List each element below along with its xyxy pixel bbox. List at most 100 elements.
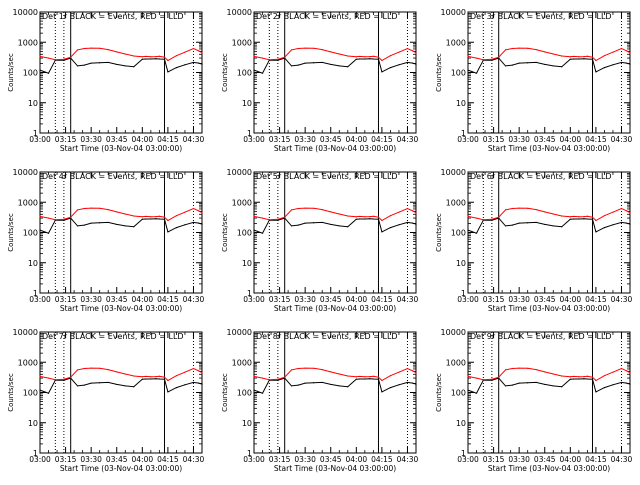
data-point-events — [359, 378, 361, 380]
data-point-events — [313, 62, 315, 64]
data-point-events — [145, 58, 147, 60]
y-tick-label: 1 — [33, 129, 38, 138]
detector-panel-3: 1 10 100 1000 10000 03:00 03:15 03:30 03:45 04:00… — [435, 8, 633, 153]
detector-panel-6: 1 10 100 1000 10000 03:00 03:15 03:30 03:45 04:00… — [435, 168, 633, 313]
data-point-lld — [491, 58, 493, 60]
y-tick-label: 100 — [23, 69, 38, 78]
data-point-lld — [277, 58, 279, 60]
data-point-events — [552, 225, 554, 227]
data-point-events — [124, 385, 126, 387]
y-tick-label: 1 — [247, 289, 252, 298]
data-point-events — [253, 69, 255, 71]
data-point-lld — [535, 369, 537, 371]
data-point-events — [355, 378, 357, 380]
data-point-lld — [603, 215, 606, 217]
data-point-lld — [54, 59, 56, 61]
data-point-events — [491, 59, 493, 61]
data-point-lld — [359, 55, 361, 58]
x-tick-label: 03:00 — [243, 295, 265, 304]
data-point-lld — [124, 213, 126, 215]
data-point-lld — [625, 50, 628, 52]
data-point-events — [304, 382, 306, 384]
data-point-lld — [197, 370, 200, 372]
data-point-lld — [192, 207, 195, 210]
panel-title: Det 5r BLACK = Events, RED = LLD — [256, 172, 398, 181]
data-point-lld — [415, 372, 417, 374]
data-point-events — [415, 63, 417, 65]
x-tick-label: 04:30 — [183, 135, 205, 144]
y-tick-label: 100 — [23, 389, 38, 398]
data-point-events — [595, 71, 597, 73]
data-point-events — [107, 381, 109, 384]
data-point-events — [99, 62, 101, 64]
data-point-events — [573, 378, 575, 380]
data-point-lld — [406, 207, 409, 210]
panel-title: Det 4r BLACK = Events, RED = LLD — [42, 172, 184, 181]
data-point-events — [321, 381, 323, 384]
data-point-events — [625, 222, 628, 224]
data-point-lld — [518, 207, 520, 209]
data-point-lld — [197, 50, 200, 52]
data-point-events — [155, 58, 157, 60]
data-point-events — [398, 64, 400, 66]
data-point-events — [381, 231, 383, 233]
data-point-lld — [297, 47, 299, 50]
x-axis-label: Start Time (03-Nov-04 03:00:00) — [60, 144, 182, 153]
data-point-lld — [277, 218, 279, 220]
data-point-lld — [389, 215, 392, 217]
data-point-events — [261, 72, 264, 74]
data-point-events — [518, 62, 520, 64]
data-point-lld — [201, 372, 203, 374]
y-tick-label: 1000 — [446, 38, 466, 47]
data-point-lld — [504, 369, 507, 371]
x-tick-label: 03:30 — [508, 295, 530, 304]
x-axis-label: Start Time (03-Nov-04 03:00:00) — [274, 464, 396, 473]
y-tick-label: 10 — [28, 259, 38, 268]
data-point-events — [372, 218, 374, 220]
x-tick-label: 03:30 — [294, 455, 316, 464]
data-point-lld — [155, 56, 157, 58]
data-point-events — [338, 225, 340, 227]
data-point-lld — [498, 376, 500, 378]
data-point-lld — [47, 217, 50, 219]
data-point-events — [76, 65, 79, 67]
data-point-lld — [544, 371, 546, 373]
data-point-lld — [372, 215, 374, 217]
data-point-events — [595, 231, 597, 233]
data-point-lld — [338, 53, 340, 55]
panel-title: Det 6r BLACK = Events, RED = LLD — [470, 172, 612, 181]
data-point-events — [544, 63, 546, 66]
data-point-lld — [482, 59, 484, 61]
y-tick-label: 10 — [456, 419, 466, 428]
data-point-events — [83, 384, 85, 386]
data-point-events — [330, 223, 332, 226]
data-point-lld — [372, 375, 374, 377]
data-point-lld — [561, 375, 563, 377]
data-point-events — [527, 222, 529, 224]
x-tick-label: 04:30 — [611, 455, 633, 464]
data-point-lld — [544, 51, 546, 53]
data-point-lld — [595, 379, 597, 382]
x-tick-label: 04:30 — [611, 295, 633, 304]
x-tick-label: 03:45 — [534, 295, 556, 304]
x-tick-label: 03:45 — [320, 295, 342, 304]
data-point-lld — [583, 376, 585, 378]
data-point-events — [406, 381, 409, 384]
data-point-events — [116, 383, 118, 386]
x-tick-label: 03:45 — [534, 455, 556, 464]
data-point-lld — [313, 47, 315, 49]
data-point-events — [578, 218, 580, 220]
data-point-lld — [163, 376, 166, 378]
data-point-lld — [39, 215, 41, 218]
data-point-lld — [359, 215, 361, 218]
data-point-lld — [321, 369, 323, 371]
data-point-events — [201, 223, 203, 225]
data-point-lld — [518, 367, 520, 369]
data-point-events — [83, 224, 85, 226]
data-point-events — [141, 218, 143, 220]
data-point-lld — [573, 55, 575, 58]
x-tick-label: 04:15 — [157, 295, 179, 304]
data-point-events — [591, 58, 594, 60]
data-point-events — [415, 223, 417, 225]
data-point-events — [107, 61, 109, 64]
